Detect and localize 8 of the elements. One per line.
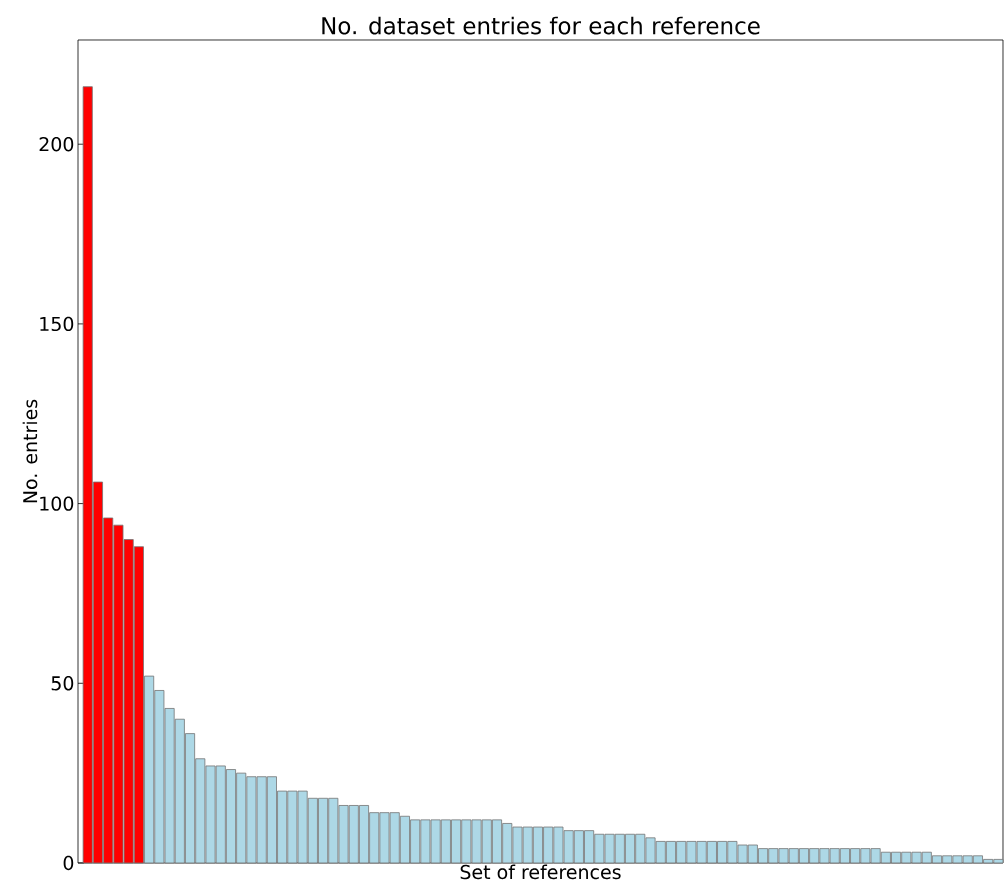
y-tick-label: 0 — [63, 855, 74, 871]
x-axis-title: Set of references — [460, 864, 621, 880]
y-tick-label: 200 — [39, 137, 74, 152]
y-axis-title: No. entries — [22, 399, 38, 503]
y-tick-label: 150 — [40, 316, 74, 332]
y-tick-label: 50 — [51, 676, 74, 691]
chart-title: No. dataset entries for each reference — [322, 16, 760, 35]
y-tick-label: 100 — [40, 496, 74, 511]
